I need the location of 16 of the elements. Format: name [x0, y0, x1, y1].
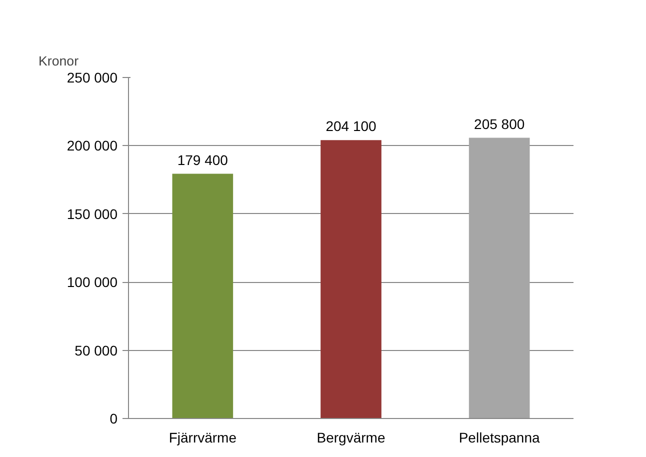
data-label: 179 400 — [177, 152, 228, 168]
bar — [468, 138, 530, 418]
y-tick-label: 50 000 — [74, 342, 118, 358]
data-label: 205 800 — [474, 116, 525, 132]
y-tick-label: 100 000 — [66, 274, 118, 290]
y-tick-label: 200 000 — [66, 138, 118, 154]
data-label: 204 100 — [326, 118, 377, 134]
bar — [172, 174, 234, 418]
y-axis-title: Kronor — [38, 54, 80, 68]
x-tick-label: Bergvärme — [316, 430, 386, 446]
x-tick-label: Pelletspanna — [458, 430, 540, 446]
y-tick-label: 0 — [110, 410, 118, 426]
y-tick-label: 150 000 — [66, 206, 118, 222]
y-tick-label: 250 000 — [66, 70, 118, 86]
x-tick-label: Fjärrvärme — [168, 430, 237, 446]
bar — [320, 140, 382, 418]
